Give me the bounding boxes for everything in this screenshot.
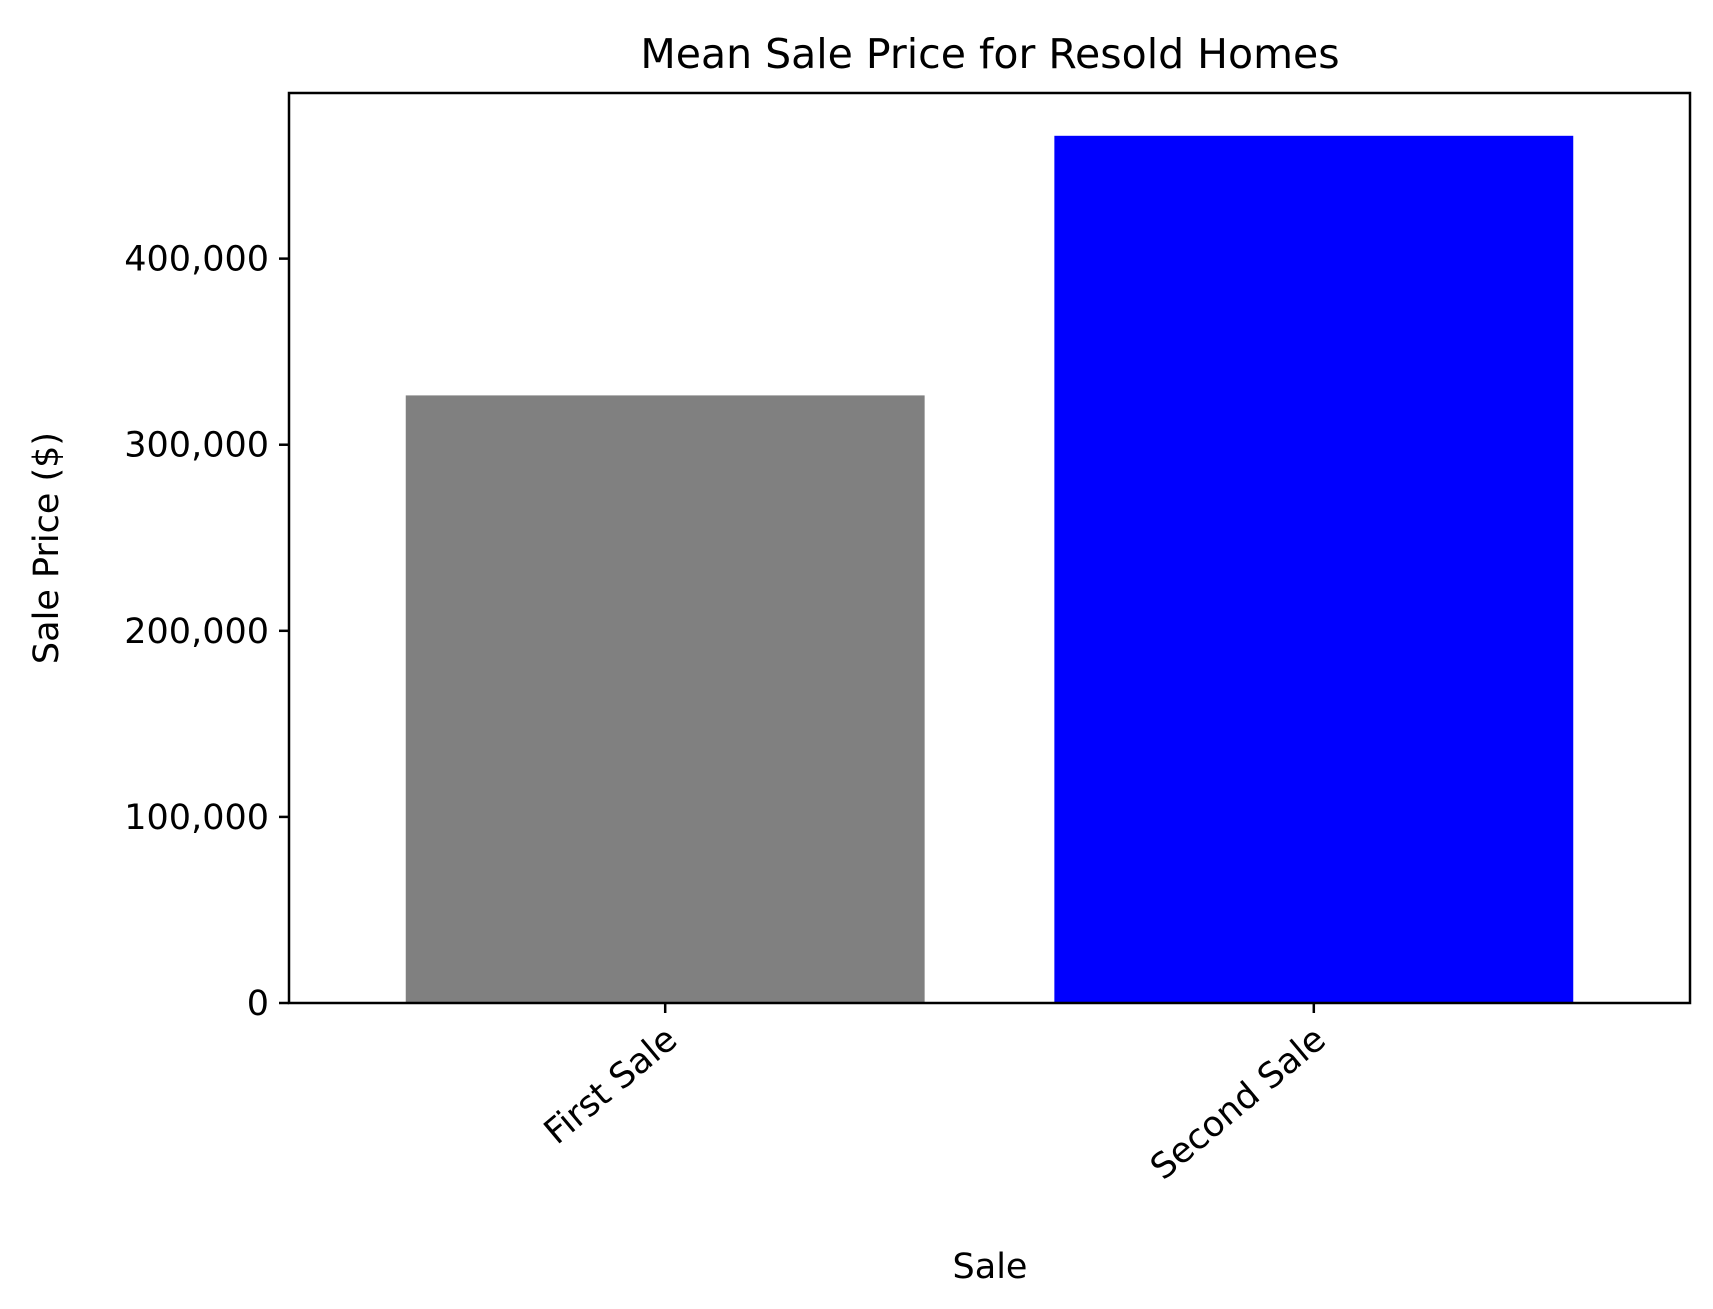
y-tick-label: 400,000 — [124, 240, 269, 280]
bar-first-sale — [405, 395, 925, 1004]
y-axis-label: Sale Price ($) — [27, 432, 67, 664]
y-tick-label: 100,000 — [124, 798, 269, 838]
y-axis-ticks: 0 100,000 200,000 300,000 400,000 — [124, 240, 289, 1024]
bars-group — [405, 135, 1574, 1004]
bar-second-sale — [1054, 135, 1574, 1003]
x-axis-label: Sale — [953, 1247, 1028, 1287]
y-tick-label: 200,000 — [124, 612, 269, 652]
chart-title: Mean Sale Price for Resold Homes — [640, 30, 1339, 78]
y-tick-label: 0 — [247, 984, 269, 1024]
y-tick-label: 300,000 — [124, 426, 269, 466]
axes-frame — [287, 91, 1692, 1005]
